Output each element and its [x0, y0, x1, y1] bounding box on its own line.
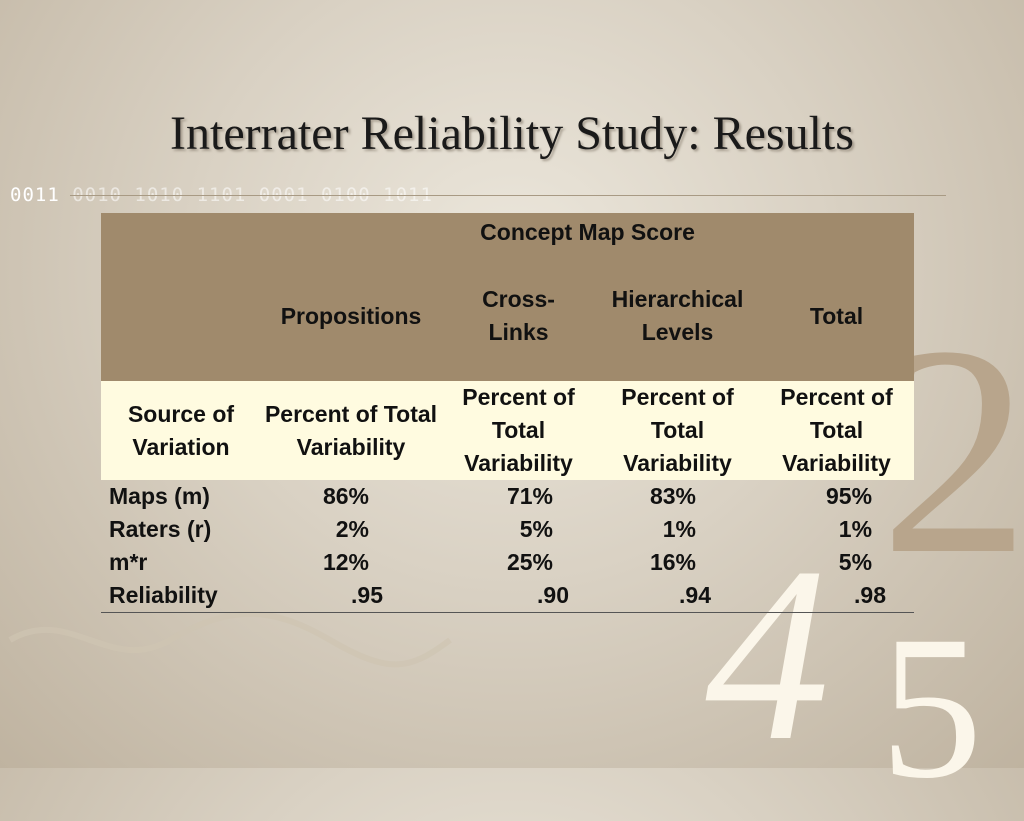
table-row: Reliability .95 .90 .94 .98 [101, 579, 915, 613]
title-divider [70, 195, 946, 196]
subheader-source-of-variation: Source of Variation [101, 381, 261, 480]
row-label: Raters (r) [109, 516, 212, 542]
table-row: Raters (r) 2% 5% 1% 1% [101, 513, 914, 546]
row-label: Reliability [101, 579, 261, 613]
header-empty-cell [101, 251, 261, 381]
column-header-hierarchical-levels: Hierarchical Levels [596, 251, 759, 381]
group-header: Concept Map Score [261, 213, 915, 251]
binary-bright: 0011 [10, 184, 73, 206]
table-cell: 95% [825, 483, 873, 509]
table-cell: 5% [838, 549, 873, 575]
table-cell: 5% [519, 516, 553, 542]
table-cell: 25% [506, 549, 553, 575]
table-cell: .94 [596, 579, 759, 613]
table-cell: 86% [322, 483, 369, 509]
table-cell: 2% [335, 516, 369, 542]
table-cell: 12% [322, 549, 369, 575]
table-cell: 1% [838, 516, 873, 542]
column-header-propositions: Propositions [261, 251, 441, 381]
decor-digit-5: 5 [880, 594, 983, 821]
table-cell: 83% [649, 483, 696, 509]
column-header-total: Total [759, 251, 915, 381]
subheader-cell: Percent of Total Variability [759, 381, 915, 480]
table-cell: .90 [441, 579, 596, 613]
subheader-cell: Percent of Total Variability [261, 381, 441, 480]
row-label: Maps (m) [109, 483, 210, 509]
decor-digit-4: 4 [705, 516, 830, 793]
header-empty-cell [101, 213, 261, 251]
table-cell: 1% [662, 516, 696, 542]
table-row: Maps (m) 86% 71% 83% 95% [101, 480, 914, 513]
row-label: m*r [109, 549, 148, 575]
table-cell: 71% [506, 483, 553, 509]
results-table: Concept Map Score Propositions Cross- Li… [101, 213, 915, 613]
slide-title: Interrater Reliability Study: Results [170, 107, 854, 160]
table-cell: .95 [261, 579, 441, 613]
subheader-cell: Percent of Total Variability [596, 381, 759, 480]
swirl-decoration [8, 610, 452, 668]
column-header-cross-links: Cross- Links [441, 251, 596, 381]
table-cell: .98 [759, 579, 915, 613]
table-cell: 16% [649, 549, 696, 575]
table-row: m*r 12% 25% 16% 5% [101, 546, 914, 579]
subheader-cell: Percent of Total Variability [441, 381, 596, 480]
